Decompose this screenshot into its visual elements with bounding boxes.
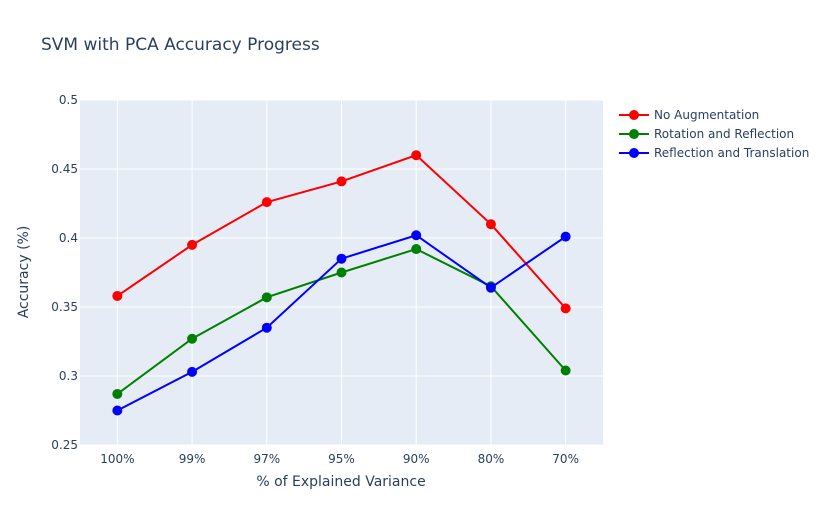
grid-lines [80,99,603,446]
y-tick-label: 0.5 [59,93,78,107]
data-point [187,239,198,250]
series-no-augmentation [112,150,571,314]
y-tick-label: 0.35 [51,300,78,314]
data-point [411,230,422,241]
data-point [187,366,198,377]
x-tick-label: 90% [403,452,430,466]
y-tick-label: 0.45 [51,162,78,176]
x-tick-label: 70% [552,452,579,466]
data-point [485,219,496,230]
legend: No Augmentation Rotation and Reflection Re… [619,108,809,160]
data-point [261,197,272,208]
data-point [336,267,347,278]
data-point [336,253,347,264]
legend-marker [629,148,639,158]
y-tick-label: 0.25 [51,438,78,452]
legend-item: Rotation and Reflection [619,127,794,141]
legend-item: No Augmentation [619,108,759,122]
legend-marker [629,110,639,120]
x-tick-label: 97% [253,452,280,466]
data-point [187,333,198,344]
data-point [485,282,496,293]
series-reflection-and-translation [112,230,571,416]
legend-label: Reflection and Translation [654,146,809,160]
y-axis-title: Accuracy (%) [16,226,32,319]
data-point [261,322,272,333]
legend-item: Reflection and Translation [619,146,809,160]
series-layer [112,150,571,416]
data-point [261,292,272,303]
y-tick-label: 0.4 [59,231,78,245]
x-tick-label: 100% [100,452,134,466]
x-tick-label: 95% [328,452,355,466]
x-axis-ticks: 100% 99% 97% 95% 90% 80% 70% [100,452,579,466]
data-point [112,388,123,399]
data-point [336,176,347,187]
legend-label: No Augmentation [654,108,759,122]
data-point [560,231,571,242]
data-point [112,290,123,301]
legend-label: Rotation and Reflection [654,127,794,141]
x-tick-label: 99% [179,452,206,466]
x-axis-title: % of Explained Variance [256,474,425,490]
y-axis-ticks: 0.25 0.3 0.35 0.4 0.45 0.5 [51,93,78,452]
data-point [112,405,123,416]
chart-title: SVM with PCA Accuracy Progress [41,35,320,55]
data-point [560,365,571,376]
data-point [560,303,571,314]
data-point [411,244,422,255]
y-tick-label: 0.3 [59,369,78,383]
x-tick-label: 80% [478,452,505,466]
data-point [411,150,422,161]
legend-marker [629,129,639,139]
